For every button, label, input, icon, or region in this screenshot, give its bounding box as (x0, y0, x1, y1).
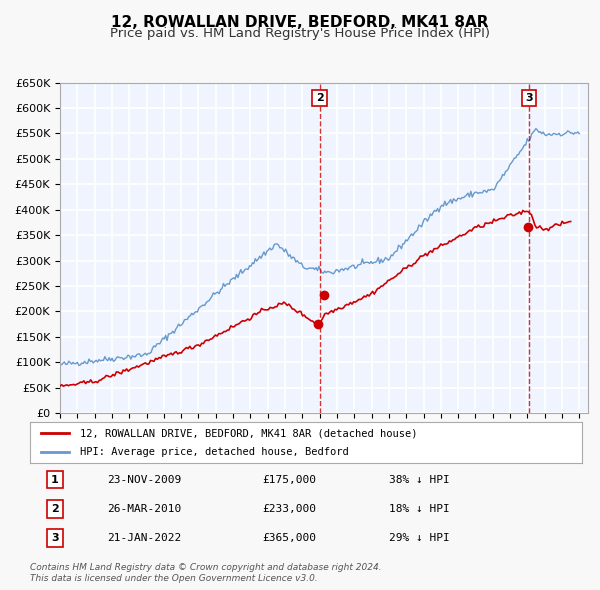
Text: HPI: Average price, detached house, Bedford: HPI: Average price, detached house, Bedf… (80, 447, 349, 457)
Text: 3: 3 (51, 533, 59, 543)
Text: Contains HM Land Registry data © Crown copyright and database right 2024.
This d: Contains HM Land Registry data © Crown c… (30, 563, 382, 583)
Text: 26-MAR-2010: 26-MAR-2010 (107, 504, 182, 514)
Text: 2: 2 (51, 504, 59, 514)
Text: 23-NOV-2009: 23-NOV-2009 (107, 474, 182, 484)
Text: 12, ROWALLAN DRIVE, BEDFORD, MK41 8AR (detached house): 12, ROWALLAN DRIVE, BEDFORD, MK41 8AR (d… (80, 428, 417, 438)
Text: £175,000: £175,000 (262, 474, 316, 484)
Text: 3: 3 (526, 93, 533, 103)
Text: 18% ↓ HPI: 18% ↓ HPI (389, 504, 449, 514)
Text: 29% ↓ HPI: 29% ↓ HPI (389, 533, 449, 543)
Text: 21-JAN-2022: 21-JAN-2022 (107, 533, 182, 543)
Text: £365,000: £365,000 (262, 533, 316, 543)
Text: Price paid vs. HM Land Registry's House Price Index (HPI): Price paid vs. HM Land Registry's House … (110, 27, 490, 40)
Text: 38% ↓ HPI: 38% ↓ HPI (389, 474, 449, 484)
Text: 1: 1 (51, 474, 59, 484)
Text: 2: 2 (316, 93, 323, 103)
Text: 12, ROWALLAN DRIVE, BEDFORD, MK41 8AR: 12, ROWALLAN DRIVE, BEDFORD, MK41 8AR (111, 15, 489, 30)
Text: £233,000: £233,000 (262, 504, 316, 514)
